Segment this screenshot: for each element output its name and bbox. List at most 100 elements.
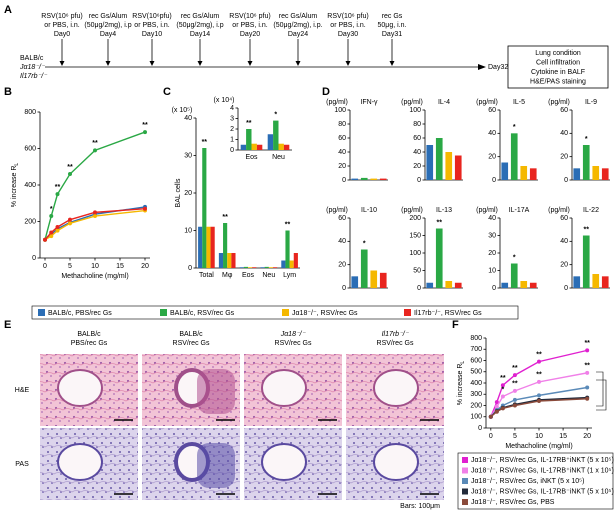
x-tick-label: 5 (68, 263, 72, 270)
event-text: rec Gs (382, 13, 403, 20)
data-point (512, 397, 517, 402)
bar (510, 133, 518, 180)
data-point (585, 370, 590, 375)
data-point (68, 217, 72, 222)
significance: ** (500, 375, 506, 382)
event-arrowhead (105, 61, 111, 66)
airway (373, 443, 419, 481)
event-text: RSV(10⁶pfu) (132, 13, 171, 20)
legend-swatch (282, 309, 289, 316)
y-tick-label: 80 (338, 121, 346, 128)
y-tick-label: 0 (564, 285, 568, 292)
column-header: Il17rb⁻/⁻ (382, 331, 410, 338)
y-tick-label: 0 (342, 285, 346, 292)
bar (256, 144, 263, 150)
readout-box (507, 45, 609, 89)
data-point (500, 406, 505, 411)
y-tick-label: 40 (488, 215, 496, 222)
bar (231, 253, 236, 268)
data-point (93, 148, 97, 153)
bar (278, 143, 284, 150)
bar (281, 260, 286, 268)
infiltrate (197, 369, 235, 414)
y-unit: (x 10⁴) (214, 97, 235, 104)
significance: ** (512, 365, 518, 372)
strain-label: Jα18⁻/⁻ (19, 64, 46, 71)
y-tick-label: 0 (32, 255, 36, 262)
y-tick-label: 40 (488, 130, 496, 137)
readout: H&E/PAS staining (530, 78, 586, 85)
significance: ** (584, 363, 590, 370)
column-header: BALB/c (77, 331, 101, 338)
y-tick-label: 800 (24, 109, 36, 116)
bar (573, 276, 581, 288)
legend-label: Jα18⁻/⁻, RSV/rec Gs, PBS (471, 499, 555, 506)
significance: ** (584, 226, 590, 233)
legend-swatch (462, 478, 468, 484)
legend-swatch (462, 499, 468, 505)
legend-label: BALB/c, RSV/rec Gs (170, 310, 235, 317)
event-arrowhead (295, 61, 301, 66)
bar (592, 166, 600, 180)
bar (379, 178, 387, 180)
data-point (43, 237, 47, 242)
event-text: (50μg/2mg), i.p (84, 22, 131, 29)
significance: ** (55, 184, 61, 191)
x-tick-label: 0 (489, 433, 493, 440)
significance: ** (92, 140, 98, 147)
bar (601, 168, 609, 180)
bar (198, 226, 203, 268)
panel-label: F (452, 319, 459, 331)
y-tick-label: 20 (338, 262, 346, 269)
x-tick-label: Total (199, 272, 214, 279)
timeline-arrow (478, 64, 486, 70)
event-text: or PBS, i.n. (134, 22, 169, 29)
bar (285, 230, 290, 268)
legend-box (457, 452, 614, 510)
y-tick-label: 200 (409, 215, 421, 222)
data-point (537, 359, 541, 364)
bar (454, 155, 462, 180)
inset-background (218, 94, 296, 162)
data-point (49, 230, 54, 235)
y-tick-label: 0 (342, 177, 346, 184)
event-arrowhead (197, 61, 203, 66)
significance: * (513, 254, 516, 261)
row-label: H&E (15, 387, 30, 394)
bar (351, 178, 359, 180)
bar (202, 148, 207, 268)
event-day: Day4 (100, 31, 116, 38)
bar (529, 168, 537, 180)
bar (227, 253, 232, 268)
bar (293, 253, 298, 268)
bar (573, 168, 581, 180)
y-tick-label: 2 (230, 126, 234, 133)
event-text: or PBS, i.n. (44, 22, 79, 29)
significance: ** (437, 219, 443, 226)
bar (501, 162, 509, 180)
event-text: rec Gs/Alum (181, 13, 220, 20)
event-day: Day0 (54, 31, 70, 38)
x-tick-label: 15 (116, 263, 124, 270)
data-point (55, 228, 60, 233)
y-tick-label: 150 (409, 232, 421, 239)
bar (445, 281, 453, 288)
end-day: Day32 (488, 64, 508, 71)
significance: * (50, 206, 53, 213)
y-unit: (pg/ml) (401, 99, 423, 106)
chart-title: IL-5 (513, 99, 525, 106)
panel-label: C (163, 86, 171, 98)
event-day: Day24 (288, 31, 308, 38)
bar (360, 249, 368, 288)
event-text: or PBS, i.n. (232, 22, 267, 29)
bar (370, 270, 378, 288)
event-arrowhead (59, 61, 65, 66)
legend-swatch (462, 467, 468, 474)
legend-label: Jα18⁻/⁻, RSV/rec Gs, IL-17RB⁺iNKT (5 x 1… (471, 457, 614, 464)
y-unit: (pg/ml) (401, 207, 423, 214)
y-tick-label: 1 (230, 136, 234, 143)
legend-label: Il17rb⁻/⁻, RSV/rec Gs (414, 310, 482, 317)
bar (268, 267, 273, 268)
x-tick-label: Neu (272, 154, 285, 161)
significance: ** (584, 340, 590, 347)
